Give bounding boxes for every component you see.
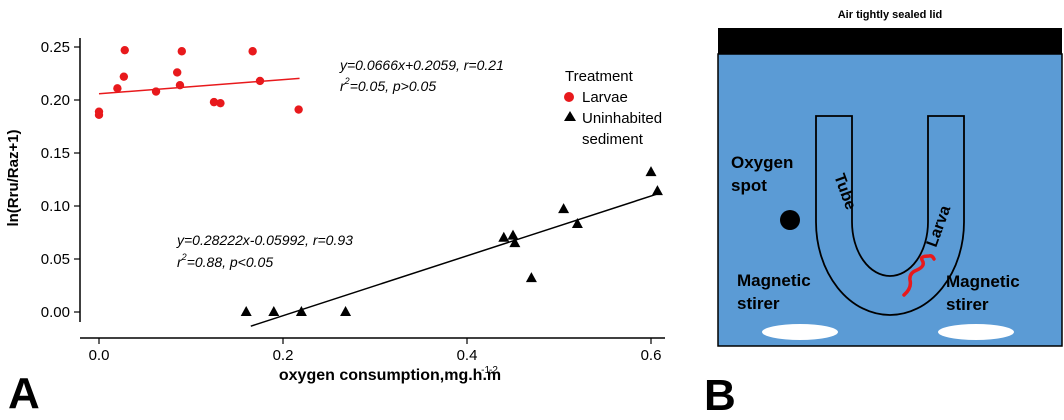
sediment-point xyxy=(651,185,663,196)
larvae-point xyxy=(151,87,161,96)
larvae-equation: y=0.0666x+0.2059, r=0.21 xyxy=(339,57,504,73)
larvae-point xyxy=(119,72,129,81)
sediment-point xyxy=(340,306,352,316)
x-tick-label: 0.0 xyxy=(89,347,110,364)
water-chamber xyxy=(717,53,1063,347)
stirer-right-label-line2: stirer xyxy=(946,295,989,314)
sediment-point xyxy=(268,306,280,316)
larvae-point xyxy=(120,45,129,55)
y-tick-label: 0.05 xyxy=(41,251,70,268)
magnetic-stirrer-left xyxy=(762,324,838,340)
sediment-point xyxy=(509,237,521,248)
larvae-point xyxy=(113,84,122,93)
larvae-point xyxy=(94,110,104,120)
legend-larvae-marker xyxy=(564,92,574,102)
y-tick-label: 0.20 xyxy=(41,92,70,109)
stirer-left-label-line2: stirer xyxy=(737,294,780,313)
sediment-point xyxy=(571,218,583,229)
x-tick-label: 0.6 xyxy=(641,347,662,364)
x-axis-label: oxygen consumption,mg.h.m-1-2 xyxy=(279,365,501,384)
legend-sediment-label-line1: Uninhabited xyxy=(582,110,662,127)
y-ticks: 0.00 0.05 0.10 0.15 0.20 0.25 xyxy=(41,39,80,321)
larvae-point xyxy=(209,97,219,107)
larvae-fit-line xyxy=(98,77,300,95)
scatter-chart: 0.00 0.05 0.10 0.15 0.20 0.25 0.0 0.2 0.4 0.6 ln… xyxy=(5,38,665,384)
sediment-fit-line xyxy=(250,193,658,327)
oxygen-spot-label-line2: spot xyxy=(731,176,767,195)
sediment-point xyxy=(498,231,510,242)
lid-label: Air tightly sealed lid xyxy=(838,9,943,21)
magnetic-stirrer-right xyxy=(938,324,1014,340)
x-tick-label: 0.4 xyxy=(457,347,478,364)
sediment-point xyxy=(240,306,252,316)
x-ticks: 0.0 0.2 0.4 0.6 xyxy=(89,338,662,364)
sediment-point xyxy=(295,306,307,316)
stirer-left-label-line1: Magnetic xyxy=(737,271,811,290)
larva xyxy=(902,254,936,297)
larvae-point xyxy=(255,76,265,86)
sediment-stats: r2=0.88, p<0.05 xyxy=(177,252,273,270)
y-tick-label: 0.10 xyxy=(41,198,70,215)
oxygen-spot-label-line1: Oxygen xyxy=(731,153,793,172)
u-tube xyxy=(815,115,965,316)
sediment-point xyxy=(507,229,519,240)
y-tick-label: 0.15 xyxy=(41,145,70,162)
legend-sediment-label-line2: sediment xyxy=(582,131,644,148)
oxygen-spot-icon xyxy=(780,210,800,230)
legend-larvae-label: Larvae xyxy=(582,89,628,106)
stirer-right-label-line1: Magnetic xyxy=(946,272,1020,291)
larvae-stats: r2=0.05, p>0.05 xyxy=(340,76,436,94)
legend-sediment-marker xyxy=(564,111,576,121)
sediment-point xyxy=(645,166,657,177)
y-tick-label: 0.00 xyxy=(41,304,70,321)
larvae-point xyxy=(175,80,185,90)
larvae-point xyxy=(294,105,303,114)
legend: Treatment Larvae Uninhabited sediment xyxy=(564,68,662,148)
larvae-point xyxy=(216,98,225,108)
legend-title: Treatment xyxy=(565,68,634,85)
larvae-point xyxy=(248,47,257,56)
x-tick-label: 0.2 xyxy=(273,347,294,364)
sediment-equation: y=0.28222x-0.05992, r=0.93 xyxy=(176,232,353,248)
data-points xyxy=(94,45,663,316)
fit-lines xyxy=(98,77,658,327)
sediment-point xyxy=(525,272,537,283)
y-tick-label: 0.25 xyxy=(41,39,70,56)
panel-a-label: A xyxy=(8,369,40,418)
panel-b-label: B xyxy=(704,371,736,420)
sealed-lid xyxy=(718,28,1062,54)
apparatus-diagram: Air tightly sealed lid Tube Larva Oxygen… xyxy=(717,9,1063,347)
larvae-point xyxy=(177,47,186,56)
y-axis-label: ln(Rru/Raz+1) xyxy=(5,129,22,226)
sediment-point xyxy=(558,203,570,214)
larvae-point xyxy=(173,68,182,77)
